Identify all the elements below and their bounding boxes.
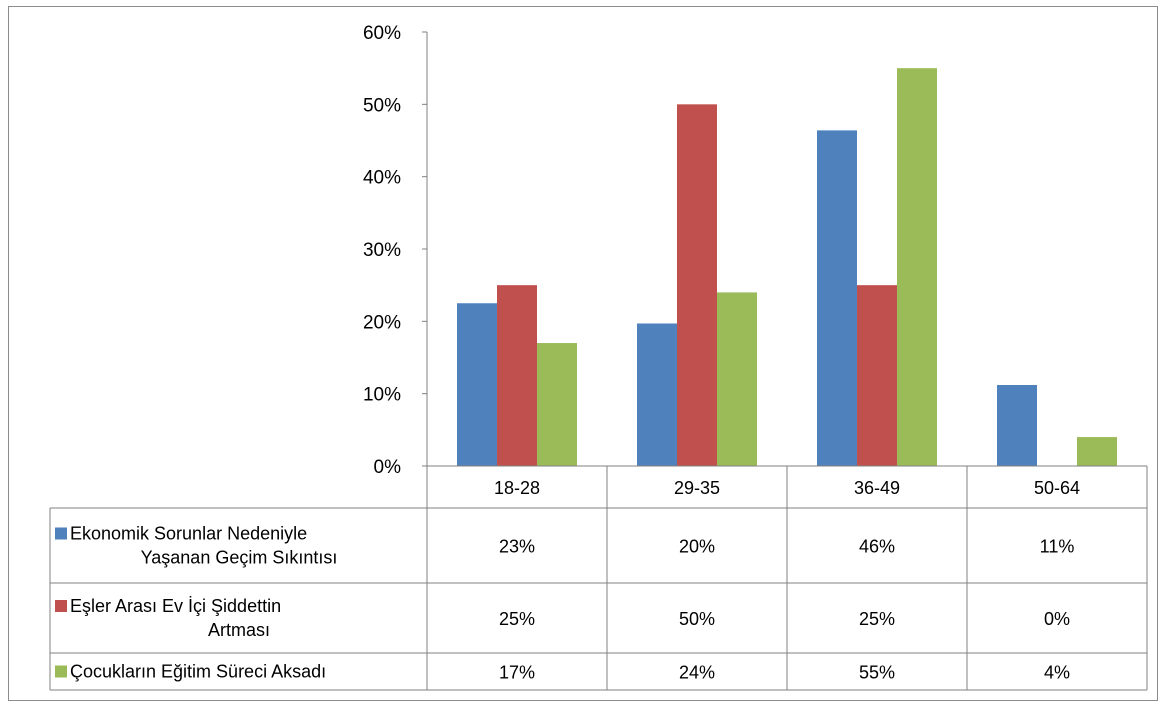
legend-key [55, 600, 67, 612]
x-category-label: 18-28 [494, 478, 540, 498]
y-tick-label: 20% [363, 312, 401, 333]
y-tick-label: 40% [363, 168, 401, 189]
bar [677, 104, 717, 466]
data-label: 23% [499, 537, 535, 557]
chart-frame [8, 6, 1158, 701]
y-tick-label: 10% [363, 385, 401, 406]
bar [897, 68, 937, 467]
x-category-label: 36-49 [854, 478, 900, 498]
y-tick-label: 60% [363, 23, 401, 44]
legend-label: Artması [208, 620, 270, 640]
x-category-label: 50-64 [1034, 478, 1080, 498]
data-label: 17% [499, 663, 535, 683]
bar [497, 285, 537, 466]
data-label: 24% [679, 663, 715, 683]
data-label: 4% [1044, 663, 1070, 683]
bar [817, 130, 857, 466]
legend-key [55, 527, 67, 540]
data-label: 46% [859, 537, 895, 557]
bar [1077, 437, 1117, 466]
data-label: 20% [679, 537, 715, 557]
legend-label: Yaşanan Geçim Sıkıntısı [141, 548, 338, 568]
data-label: 11% [1040, 537, 1075, 557]
x-category-label: 29-35 [674, 478, 720, 498]
legend-label: Eşler Arası Ev İçi Şiddettin [70, 596, 281, 616]
legend-label: Ekonomik Sorunlar Nedeniyle [70, 524, 307, 544]
bar [637, 323, 677, 466]
data-label: 50% [679, 609, 715, 629]
data-label: 55% [859, 663, 895, 683]
y-tick-label: 50% [363, 95, 401, 116]
y-tick-label: 30% [363, 240, 401, 261]
bar [717, 292, 757, 466]
y-tick-label: 0% [374, 457, 402, 478]
bar [537, 343, 577, 466]
bar [857, 285, 897, 466]
bar [997, 384, 1037, 466]
legend-label: Çocukların Eğitim Süreci Aksadı [70, 662, 326, 682]
data-label: 25% [859, 609, 895, 629]
data-label: 0% [1044, 609, 1070, 629]
legend-key [55, 665, 67, 678]
data-label: 25% [499, 609, 535, 629]
bar [457, 303, 497, 466]
